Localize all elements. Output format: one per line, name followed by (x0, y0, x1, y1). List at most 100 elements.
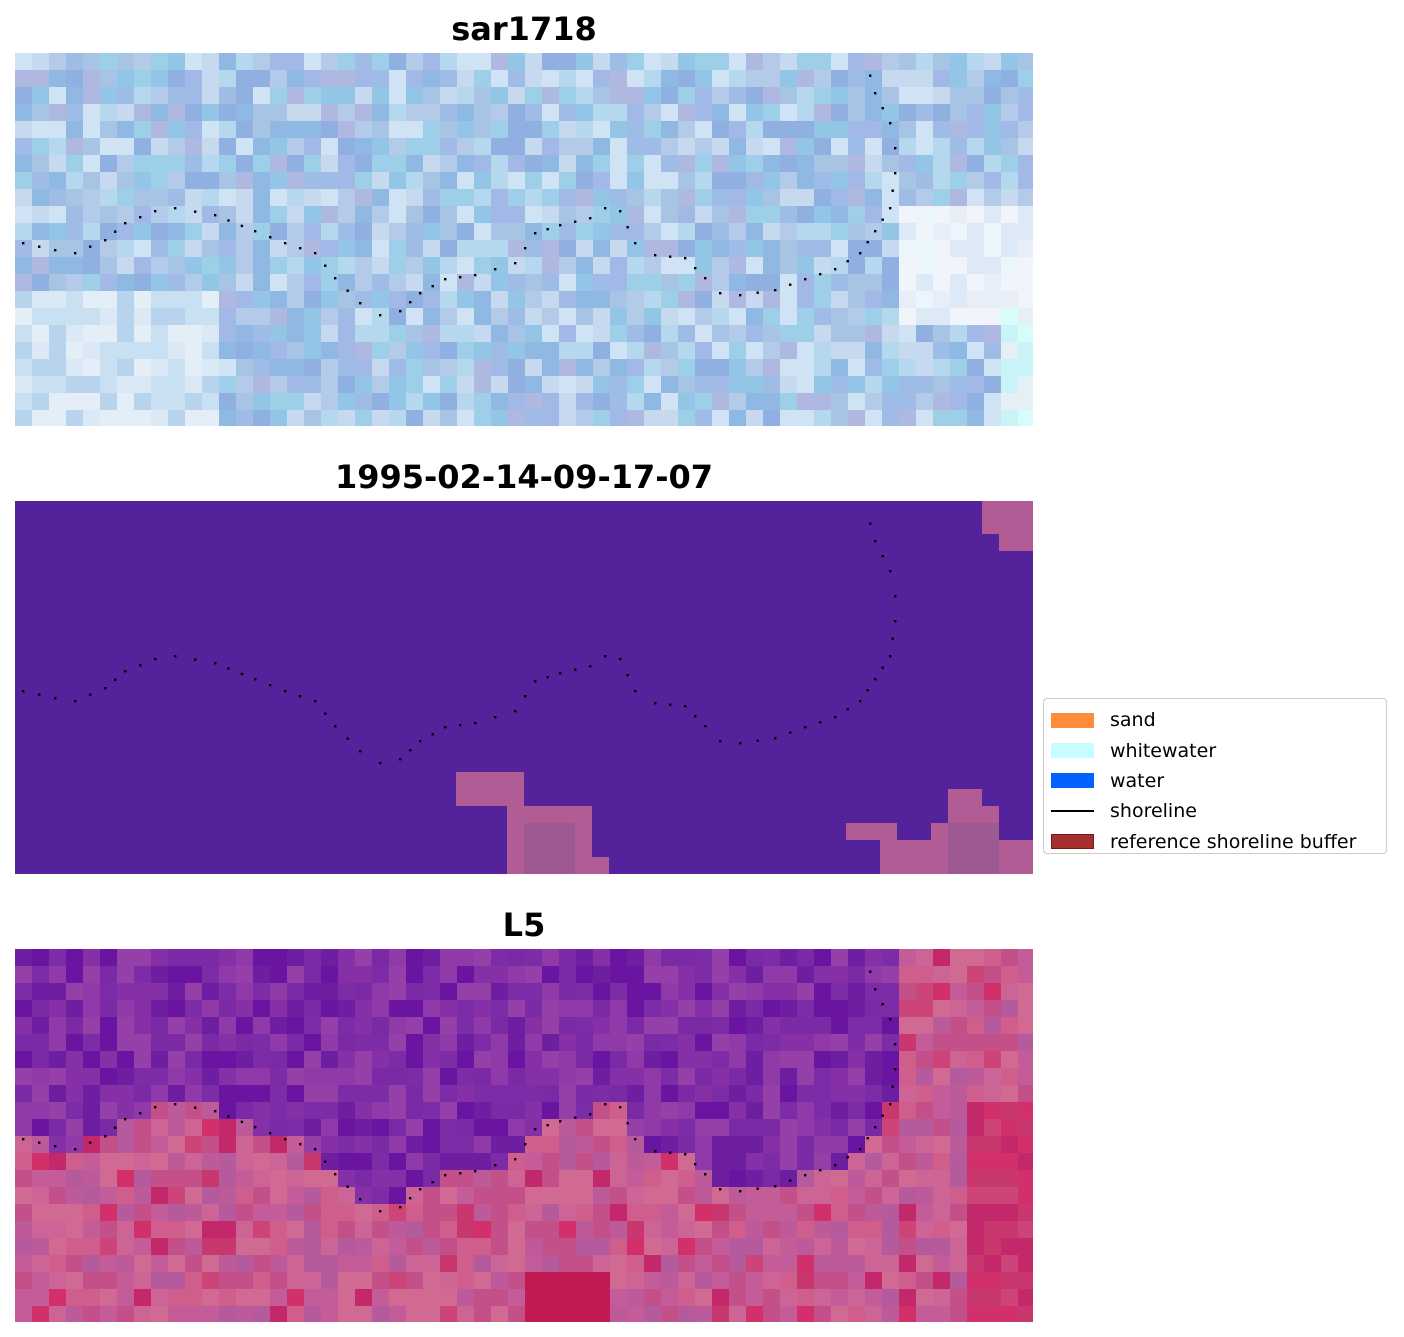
shoreline-dot (214, 662, 217, 665)
shoreline-dot (444, 278, 447, 281)
shoreline-dot (524, 695, 527, 698)
shoreline-dot (54, 1145, 57, 1148)
shoreline-dot (269, 236, 272, 239)
shoreline-dot (574, 668, 577, 671)
shoreline-dot (589, 217, 592, 220)
shoreline-dot (669, 703, 672, 706)
shoreline-dot (534, 1128, 537, 1131)
shoreline-dot (589, 665, 592, 668)
shoreline-dot (240, 672, 244, 676)
shoreline-dot (774, 1185, 777, 1188)
shoreline-dot (346, 289, 349, 292)
shoreline-dot (889, 570, 892, 573)
shoreline-dot (619, 210, 622, 213)
shoreline-dot (789, 731, 792, 734)
shoreline-dot (227, 667, 230, 670)
shoreline-dot (881, 1114, 884, 1117)
shoreline-dot (559, 1120, 562, 1123)
shoreline-dot (654, 702, 657, 705)
panel-title-classified: 1995-02-14-09-17-07 (334, 458, 714, 496)
shoreline-dot (494, 268, 497, 271)
index-pixel-grid (15, 949, 1033, 1322)
shoreline-dot (756, 1187, 759, 1190)
panel-title-rgb: sar1718 (451, 10, 597, 48)
shoreline-dot (534, 680, 537, 683)
shoreline-dot (804, 278, 807, 281)
shoreline-dot (254, 230, 257, 233)
shoreline-dot (866, 689, 869, 692)
shoreline-dot (314, 252, 317, 255)
legend-line-shoreline (1051, 810, 1094, 813)
shoreline-dot (654, 254, 657, 257)
shoreline-dot (846, 260, 849, 263)
shoreline-dot (419, 1188, 422, 1191)
shoreline-dot (874, 1126, 877, 1129)
shoreline-dot (704, 277, 707, 280)
shoreline-dot (74, 252, 77, 255)
shoreline-dot (619, 658, 622, 661)
shoreline-dot (866, 241, 869, 244)
shoreline-dot (114, 1126, 117, 1129)
shoreline-dot (227, 1115, 230, 1118)
shoreline-dot (334, 1173, 337, 1176)
shoreline-dot (874, 678, 877, 681)
shoreline-dot (74, 1148, 77, 1151)
shoreline-dot (334, 277, 337, 280)
shoreline-dot (894, 172, 897, 175)
shoreline-dot (866, 1137, 869, 1140)
shoreline-dot (684, 257, 687, 260)
shoreline-dot (299, 247, 302, 250)
shoreline-dot (524, 247, 527, 250)
shoreline-dot (284, 242, 287, 245)
shoreline-dot (399, 1206, 402, 1209)
rgb-image-svg (15, 53, 1033, 426)
shoreline-dot (869, 522, 872, 525)
shoreline-dot (38, 693, 41, 696)
shoreline-dot (124, 670, 127, 673)
panel-index-image (15, 949, 1033, 1322)
shoreline-dot (379, 1210, 382, 1213)
shoreline-dot (719, 740, 722, 743)
shoreline-dot (534, 232, 537, 235)
shoreline-dot (514, 1158, 517, 1161)
index-image-svg (15, 949, 1033, 1322)
panel-classified-image (15, 501, 1033, 874)
shoreline-dot (431, 1181, 434, 1184)
shoreline-dot (756, 739, 759, 742)
shoreline-dot (704, 1173, 707, 1176)
shoreline-dot (431, 285, 434, 288)
shoreline-dot (379, 314, 382, 317)
shoreline-dot (419, 740, 422, 743)
shoreline-dot (789, 283, 792, 286)
shoreline-dot (314, 700, 317, 703)
shoreline-dot (881, 107, 884, 110)
shoreline-dot (894, 1043, 897, 1046)
shoreline-dot (894, 620, 897, 623)
shoreline-dot (889, 122, 892, 125)
shoreline-dot (494, 1164, 497, 1167)
shoreline-dot (379, 762, 382, 765)
shoreline-dot (359, 1198, 362, 1201)
shoreline-dot (38, 1141, 41, 1144)
shoreline-dot (604, 655, 607, 658)
shoreline-dot (704, 725, 707, 728)
shoreline-dots (22, 970, 897, 1213)
legend-item-reference-buffer: reference shoreline buffer (1051, 827, 1379, 857)
shoreline-dot (269, 684, 272, 687)
shoreline-dot (240, 1120, 244, 1124)
shoreline-dot (739, 742, 742, 745)
shoreline-dot (514, 710, 517, 713)
shoreline-dot (834, 268, 837, 271)
shoreline-dot (139, 664, 142, 667)
legend: sand whitewater water shoreline referenc… (1043, 698, 1387, 854)
shoreline-dot (874, 92, 877, 95)
shoreline-dot (174, 655, 177, 658)
shoreline-dot (22, 242, 25, 245)
shoreline-dot (314, 1148, 317, 1151)
shoreline-dot (889, 207, 892, 210)
shoreline-dot (154, 210, 157, 213)
shoreline-dot (626, 674, 629, 677)
shoreline-dot (114, 678, 117, 681)
shoreline-dot (804, 1174, 807, 1177)
shoreline-dot (694, 1163, 697, 1166)
